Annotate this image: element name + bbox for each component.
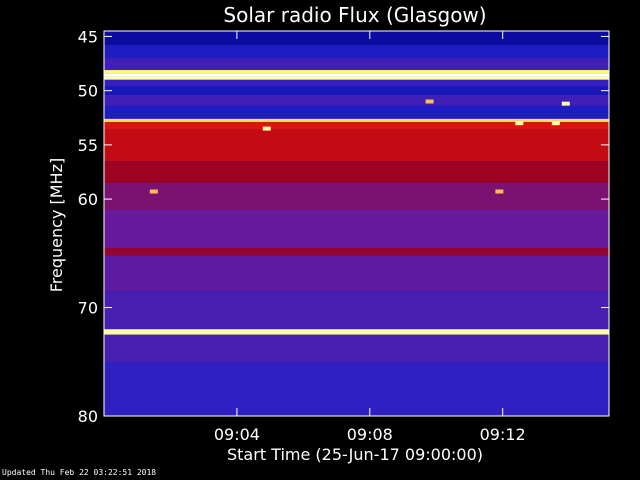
hot-spot — [149, 189, 158, 194]
frequency-band — [104, 79, 609, 87]
chart-title: Solar radio Flux (Glasgow) — [223, 3, 486, 27]
hot-spot — [561, 101, 570, 106]
updated-timestamp: Updated Thu Feb 22 03:22:51 2018 — [2, 468, 157, 477]
frequency-band — [104, 161, 609, 183]
y-tick-label: 50 — [78, 82, 98, 101]
frequency-band — [104, 86, 609, 95]
x-axis-label: Start Time (25-Jun-17 09:00:00) — [227, 445, 483, 464]
frequency-band — [104, 105, 609, 119]
axes: 45 50 55 60 70 80 09:04 09:08 09:12 — [78, 27, 610, 444]
frequency-band — [104, 31, 609, 46]
y-tick-label: 80 — [78, 407, 98, 426]
plot-frame — [103, 30, 610, 417]
frequency-band — [104, 73, 609, 77]
heatmap-area — [104, 31, 609, 416]
frequency-band — [104, 291, 609, 330]
x-tick-label: 09:12 — [480, 425, 526, 444]
frequency-band — [104, 122, 609, 130]
x-tick-label: 09:08 — [347, 425, 393, 444]
frequency-band — [104, 209, 609, 248]
frequency-band — [104, 94, 609, 106]
frequency-band — [104, 334, 609, 362]
frequency-band — [104, 58, 609, 71]
frequency-band — [104, 76, 609, 80]
hot-spot — [425, 99, 434, 104]
y-tick-label: 60 — [78, 190, 98, 209]
y-axis-label: Frequency [MHz] — [47, 158, 66, 292]
y-tick-label: 70 — [78, 299, 98, 318]
frequency-band — [104, 361, 609, 416]
y-tick-label: 45 — [78, 27, 98, 46]
frequency-band — [104, 247, 609, 256]
frequency-band — [104, 129, 609, 162]
hot-spot — [262, 126, 271, 131]
hot-spot — [515, 121, 524, 126]
y-tick-label: 55 — [78, 136, 98, 155]
frequency-band — [104, 182, 609, 210]
frequency-band — [104, 45, 609, 59]
frequency-band — [104, 255, 609, 292]
frequency-band — [104, 70, 609, 74]
x-tick-label: 09:04 — [214, 425, 260, 444]
hot-spot — [551, 121, 560, 126]
frequency-band — [104, 329, 609, 335]
frequency-band — [104, 118, 609, 123]
hot-spot — [495, 189, 504, 194]
